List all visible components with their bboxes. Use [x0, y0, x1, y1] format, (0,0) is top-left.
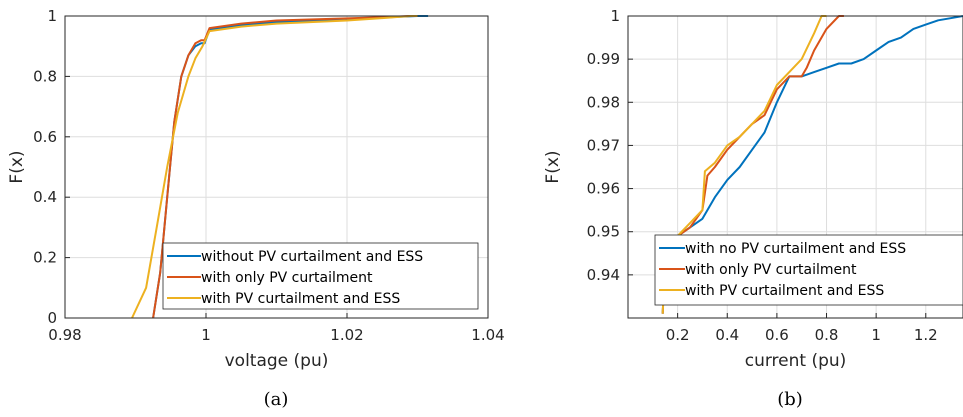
x-tick-label: 1.02: [330, 326, 363, 344]
y-tick-label: 0.98: [587, 93, 620, 111]
x-tick-label: 0.98: [48, 326, 81, 344]
series-line-1: [152, 15, 418, 319]
legend-label-0: with no PV curtailment and ESS: [685, 241, 906, 257]
y-tick-label: 0.96: [587, 180, 620, 198]
panel-caption: (b): [777, 389, 803, 410]
chart-1: 0.2 0.4 0.6 0.8 1 1.2 0.94 0.95 0.96 0.97 0.98 0.99…: [543, 7, 963, 410]
x-tick-label: 1: [871, 326, 881, 344]
x-tick-label: 0.6: [765, 326, 789, 344]
y-tick-label: 0.4: [33, 188, 57, 206]
y-tick-label: 0.6: [33, 128, 57, 146]
legend-label-1: with only PV curtailment: [685, 262, 857, 278]
legend-label-2: with PV curtailment and ESS: [201, 291, 400, 307]
y-tick-label: 0.97: [587, 136, 620, 154]
y-tick-label: 1: [610, 7, 620, 25]
axes-frame: [627, 15, 963, 319]
legend-label-2: with PV curtailment and ESS: [685, 283, 884, 299]
legend-label-0: without PV curtailment and ESS: [201, 249, 423, 265]
y-axis-label: F(x): [543, 150, 563, 183]
x-tick-label: 0.8: [815, 326, 839, 344]
legend-label-1: with only PV curtailment: [201, 270, 373, 286]
series-line-2: [131, 15, 418, 319]
x-tick-label: 0.2: [666, 326, 690, 344]
y-tick-label: 0.95: [587, 223, 620, 241]
x-axis-label: current (pu): [745, 351, 847, 371]
x-tick-label: 1.04: [471, 326, 504, 344]
x-tick-label: 1: [201, 326, 211, 344]
y-tick-label: 0.8: [33, 67, 57, 85]
y-axis-label: F(x): [7, 150, 27, 183]
chart-0: 0.98 1 1.02 1.04 0 0.2 0.4 0.6 0.8 1 voltage (pu) F…: [7, 7, 505, 410]
axes-frame: [64, 15, 489, 319]
y-tick-label: 0.99: [587, 50, 620, 68]
x-axis-label: voltage (pu): [225, 351, 329, 371]
y-tick-label: 0: [47, 309, 57, 327]
x-tick-label: 0.4: [715, 326, 739, 344]
y-tick-label: 0.94: [587, 266, 620, 284]
panel-caption: (a): [264, 389, 289, 410]
y-tick-label: 0.2: [33, 249, 57, 267]
legend-box: [162, 242, 479, 310]
legend-box: [654, 234, 963, 306]
x-tick-label: 1.2: [914, 326, 938, 344]
y-tick-label: 1: [47, 7, 57, 25]
